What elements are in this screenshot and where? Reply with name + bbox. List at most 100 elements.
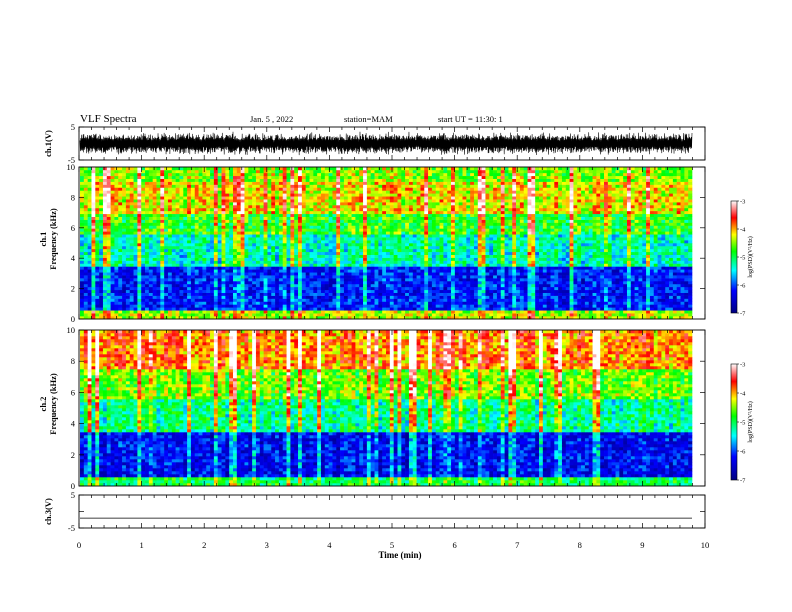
spectrogram-cell (416, 251, 421, 255)
start-time-label: start UT = 11:30: 1 (438, 114, 503, 124)
spectrogram-cell (447, 286, 452, 291)
spectrogram-cell (408, 283, 414, 288)
spectrogram-cell (137, 231, 142, 235)
spectrogram-cell (485, 316, 490, 320)
spectrogram-cell (355, 316, 360, 320)
spectrogram-cell (458, 307, 463, 311)
spectrogram-cell (374, 240, 379, 244)
spectrogram-cell (397, 278, 402, 282)
spectrogram-cell (535, 316, 540, 320)
spectrogram-cell (588, 254, 593, 258)
spectrogram-cell (638, 245, 643, 250)
spectrogram-cell (206, 257, 211, 261)
spectrogram-cell (366, 281, 372, 285)
spectrogram-cell (439, 243, 444, 247)
spectrogram-cell (179, 292, 184, 296)
spectrogram-cell (294, 304, 299, 308)
spectrogram-cell (550, 234, 555, 238)
spectrogram-cell (164, 298, 169, 302)
spectrogram-cell (577, 237, 582, 241)
spectrogram-cell (462, 269, 467, 273)
spectrogram-cell (500, 240, 505, 244)
spectrogram-cell (569, 298, 574, 302)
spectrogram-cell (263, 281, 268, 285)
spectrogram-cell (454, 272, 459, 276)
spectrogram-cell (607, 304, 612, 308)
spectrogram-cell (573, 234, 578, 238)
spectrogram-cell (286, 269, 291, 273)
spectrogram-cell (665, 234, 670, 238)
spectrogram-cell (359, 289, 364, 293)
spectrogram-cell (206, 292, 211, 296)
spectrogram-cell (519, 257, 525, 261)
spectrogram-cell (363, 251, 368, 255)
spectrogram-cell (519, 243, 525, 247)
spectrogram-cell (623, 243, 628, 247)
spectrogram-cell (347, 295, 352, 299)
spectrogram-cell (542, 310, 547, 314)
spectrogram-cell (462, 237, 467, 241)
spectrogram-cell (122, 286, 127, 291)
spectrogram-cell (611, 269, 616, 273)
spectrogram-cell (573, 275, 578, 279)
spectrogram-cell (125, 243, 131, 247)
spectrogram-cell (439, 310, 444, 314)
spectrogram-cell (527, 240, 532, 244)
spectrogram-cell (236, 228, 241, 232)
spectrogram-cell (504, 254, 509, 258)
spectrogram-cell (539, 295, 544, 299)
spectrogram-cell (198, 278, 203, 282)
spectrogram-cell (458, 304, 463, 308)
spectrogram-cell (156, 234, 161, 238)
spectrogram-cell (110, 240, 115, 244)
spectrogram-cell (221, 257, 226, 261)
spectrogram-cell (539, 281, 544, 285)
spectrogram-cell (145, 254, 150, 258)
spectrogram-cell (171, 237, 176, 241)
spectrogram-cell (206, 313, 211, 317)
spectrogram-cell (546, 283, 551, 288)
spectrogram-cell (642, 295, 647, 299)
spectrogram-cell (248, 266, 253, 270)
spectrogram-cell (332, 304, 337, 308)
spectrogram-cell (309, 234, 314, 238)
spectrogram-cell (493, 286, 498, 291)
spectrogram-cell (275, 313, 280, 317)
spectrogram-cell (619, 263, 624, 267)
spectrogram-cell (263, 298, 268, 302)
spectrogram-cell (106, 307, 111, 311)
spectrogram-cell (347, 254, 352, 258)
spectrogram-cell (233, 257, 238, 261)
spectrogram-cell (267, 298, 272, 302)
spectrogram-cell (102, 266, 108, 270)
spectrogram-cell (148, 254, 153, 258)
spectrogram-cell (519, 248, 525, 253)
spectrogram-cell (454, 289, 459, 293)
spectrogram-cell (183, 272, 188, 276)
spectrogram-cell (535, 292, 540, 296)
spectrogram-cell (80, 266, 85, 270)
spectrogram-cell (508, 269, 513, 273)
spectrogram-cell (114, 260, 119, 264)
spectrogram-cell (485, 237, 490, 241)
spectrogram-cell (382, 257, 387, 261)
spectrogram-cell (500, 254, 505, 258)
spectrogram-cell (512, 298, 517, 302)
spectrogram-cell (263, 257, 268, 261)
spectrogram-cell (565, 260, 570, 264)
spectrogram-cell (477, 281, 482, 285)
spectrogram-cell (485, 281, 490, 285)
spectrogram-cell (298, 245, 303, 250)
spectrogram-cell (550, 231, 555, 235)
spectrogram-cell (535, 310, 540, 314)
spectrogram-cell (500, 272, 505, 276)
spectrogram-cell (535, 313, 540, 317)
spectrogram-cell (408, 254, 414, 258)
spectrogram-cell (122, 275, 127, 279)
spectrogram-cell (290, 289, 295, 293)
spectrogram-cell (646, 243, 651, 247)
spectrogram-cell (340, 254, 345, 258)
spectrogram-cell (401, 298, 406, 302)
spectrogram-cell (152, 298, 157, 302)
spectrogram-cell (102, 298, 108, 302)
